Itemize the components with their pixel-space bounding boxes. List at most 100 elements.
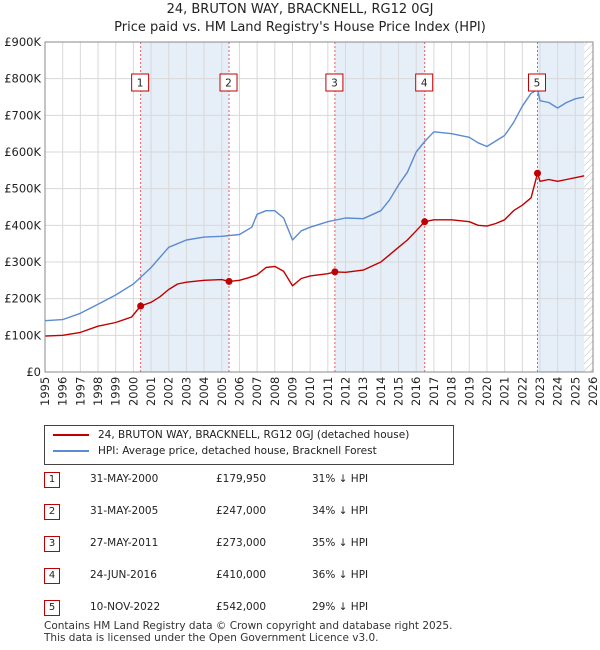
x-tick-label: 2022 — [515, 377, 529, 406]
legend-swatch-property — [53, 434, 89, 436]
sale-price: £542,000 — [216, 601, 267, 613]
sale-marker-box — [527, 73, 546, 92]
y-tick-label: £100K — [4, 328, 41, 342]
x-tick-label: 2024 — [551, 377, 565, 406]
price-chart: £0 £100K £200K £300K £400K £500K £600K £700K £80… — [4, 35, 600, 406]
plot-frame — [44, 41, 594, 373]
sale-hpi-diff: 29% ↓ HPI — [312, 601, 369, 613]
sale-marker-box — [131, 73, 150, 92]
chart-subtitle: Price paid vs. HM Land Registry's House … — [114, 20, 486, 35]
sale-date: 10-NOV-2022 — [90, 601, 161, 613]
sale-hpi-diff: 35% ↓ HPI — [312, 537, 369, 549]
hpi-line — [44, 88, 585, 322]
sale-marker-label: 2 — [225, 78, 232, 90]
x-tick-label: 2009 — [285, 377, 299, 406]
sale-marker-label: 5 — [534, 78, 541, 90]
sale-marker-label: 1 — [137, 78, 144, 90]
table-row: 1 31-MAY-2000 £179,950 31% ↓ HPI — [44, 472, 564, 488]
x-tick-label: 2019 — [462, 377, 476, 406]
sale-point — [137, 302, 145, 310]
property-price-line — [44, 172, 585, 337]
table-row: 3 27-MAY-2011 £273,000 35% ↓ HPI — [44, 536, 564, 552]
x-tick-label: 2008 — [268, 377, 282, 406]
y-tick-label: £600K — [4, 145, 41, 159]
table-row: 4 24-JUN-2016 £410,000 36% ↓ HPI — [44, 568, 564, 584]
sale-hpi-diff: 31% ↓ HPI — [312, 473, 369, 485]
sale-point — [331, 268, 339, 276]
shaded-period — [537, 42, 585, 372]
sale-marker-box — [415, 73, 434, 92]
licence-notice: This data is licensed under the Open Gov… — [44, 632, 379, 644]
y-tick-label: £200K — [4, 292, 41, 306]
x-tick-label: 1996 — [56, 377, 70, 406]
sale-date: 27-MAY-2011 — [90, 537, 159, 549]
table-row: 2 31-MAY-2005 £247,000 34% ↓ HPI — [44, 504, 564, 520]
sale-marker-label: 4 — [421, 78, 428, 90]
legend: 24, BRUTON WAY, BRACKNELL, RG12 0GJ (det… — [44, 425, 454, 465]
shaded-period — [334, 42, 425, 372]
x-tick-label: 2015 — [392, 377, 406, 406]
legend-label-property: 24, BRUTON WAY, BRACKNELL, RG12 0GJ (det… — [98, 429, 410, 441]
x-tick-label: 2007 — [250, 377, 264, 406]
legend-label-hpi: HPI: Average price, detached house, Brac… — [98, 445, 377, 457]
y-tick-label: £800K — [4, 72, 41, 86]
sale-number-badge: 2 — [44, 504, 60, 520]
sale-point — [225, 277, 233, 285]
shaded-period — [140, 42, 230, 372]
sale-marker-box — [219, 73, 238, 92]
x-tick-label: 2014 — [374, 377, 388, 406]
sale-hpi-diff: 36% ↓ HPI — [312, 569, 369, 581]
sale-number-badge: 1 — [44, 472, 60, 488]
x-tick-label: 2021 — [498, 377, 512, 406]
x-tick-label: 2016 — [409, 377, 423, 406]
sale-price: £247,000 — [216, 505, 267, 517]
sale-number-badge: 5 — [44, 600, 60, 616]
sale-marker-box — [325, 73, 344, 92]
y-tick-label: £500K — [4, 182, 41, 196]
forecast-hatch — [584, 42, 593, 372]
x-tick-label: 2018 — [445, 377, 459, 406]
y-tick-label: £900K — [4, 35, 41, 49]
table-row: 5 10-NOV-2022 £542,000 29% ↓ HPI — [44, 600, 564, 616]
x-tick-label: 2006 — [232, 377, 246, 406]
x-tick-label: 2000 — [126, 377, 140, 406]
copyright-notice: Contains HM Land Registry data © Crown c… — [44, 620, 453, 632]
x-tick-label: 2012 — [339, 377, 353, 406]
sale-date: 31-MAY-2000 — [90, 473, 159, 485]
x-tick-label: 2011 — [321, 377, 335, 406]
sale-price: £179,950 — [216, 473, 267, 485]
x-tick-label: 2010 — [303, 377, 317, 406]
x-tick-label: 1998 — [91, 377, 105, 406]
y-tick-label: £400K — [4, 218, 41, 232]
x-tick-label: 2017 — [427, 377, 441, 406]
chart-title: 24, BRUTON WAY, BRACKNELL, RG12 0GJ — [166, 2, 434, 17]
x-tick-label: 2020 — [480, 377, 494, 406]
sale-marker-label: 3 — [331, 78, 338, 90]
x-tick-label: 1999 — [109, 377, 123, 406]
x-tick-label: 2005 — [215, 377, 229, 406]
x-tick-label: 1997 — [73, 377, 87, 406]
sale-point — [421, 218, 429, 226]
sale-number-badge: 3 — [44, 536, 60, 552]
x-tick-label: 2026 — [586, 377, 600, 406]
x-tick-label: 2002 — [162, 377, 176, 406]
y-tick-label: £300K — [4, 255, 41, 269]
sale-price: £273,000 — [216, 537, 267, 549]
sale-price: £410,000 — [216, 569, 267, 581]
y-tick-label: £700K — [4, 108, 41, 122]
legend-item-property: 24, BRUTON WAY, BRACKNELL, RG12 0GJ (det… — [53, 429, 409, 441]
sale-hpi-diff: 34% ↓ HPI — [312, 505, 369, 517]
x-tick-label: 2013 — [356, 377, 370, 406]
sale-number-badge: 4 — [44, 568, 60, 584]
sale-date: 24-JUN-2016 — [90, 569, 157, 581]
x-tick-label: 2023 — [533, 377, 547, 406]
legend-item-hpi: HPI: Average price, detached house, Brac… — [53, 445, 377, 457]
x-tick-label: 2003 — [179, 377, 193, 406]
x-tick-label: 2004 — [197, 377, 211, 406]
y-tick-label: £0 — [26, 365, 41, 379]
x-tick-label: 2001 — [144, 377, 158, 406]
sale-date: 31-MAY-2005 — [90, 505, 159, 517]
sale-point — [533, 169, 541, 177]
legend-swatch-hpi — [53, 450, 89, 452]
x-tick-label: 1995 — [38, 377, 52, 406]
